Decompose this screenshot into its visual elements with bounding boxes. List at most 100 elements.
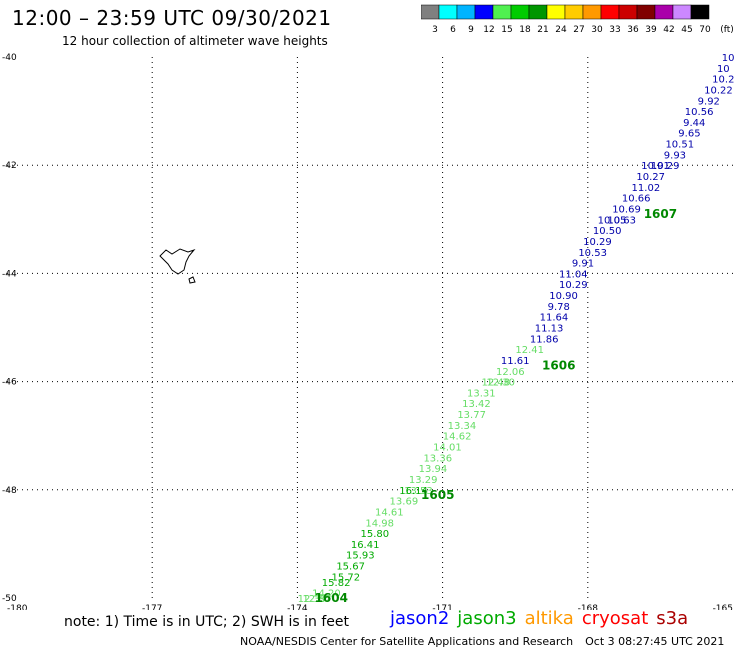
lat-tick-label: -48: [2, 486, 17, 496]
wave-height-value: 10.53: [578, 248, 607, 259]
wave-height-color-legend: 3 6 9 12 15 18 21 24 27 30 33 36 39 42 45 70 (ft): [421, 4, 733, 35]
wave-height-value: 15.67: [336, 562, 365, 573]
lat-tick-label: -46: [2, 378, 17, 388]
wave-height-value: 9.92: [698, 96, 720, 107]
wave-height-value: 10.91: [641, 161, 670, 172]
wave-height-value: 10.51: [665, 140, 694, 151]
lon-tick-label: -174: [287, 604, 308, 610]
wave-height-value: 10: [722, 53, 735, 64]
wave-height-value: 10.69: [612, 204, 641, 215]
wave-height-value: 13.42: [462, 399, 491, 410]
satellite-name: jason2: [390, 608, 450, 629]
wave-height-value: 11.04: [559, 269, 588, 280]
wave-height-value: 13.69: [390, 497, 419, 508]
lon-tick-label: -180: [7, 604, 28, 610]
wave-height-value: 14.61: [375, 507, 404, 518]
legend-unit: (ft): [720, 25, 733, 35]
legend-label: 45: [681, 25, 692, 35]
legend-label: 33: [609, 25, 620, 35]
wave-height-value: 15.93: [346, 551, 375, 562]
wave-height-value: 11.64: [540, 313, 569, 324]
satellite-name: s3a: [656, 608, 689, 629]
legend-label: 27: [573, 25, 584, 35]
lat-tick-label: -40: [2, 53, 17, 63]
wave-height-value: 9.65: [678, 129, 700, 140]
wave-height-value: 11.86: [530, 334, 559, 345]
track-pass-label: 1605: [421, 488, 454, 502]
lon-tick-label: -177: [142, 604, 162, 610]
wave-height-value: 16.14: [399, 486, 428, 497]
lon-tick-label: -165: [713, 604, 733, 610]
track-pass-label: 1604: [315, 591, 348, 605]
lat-tick-label: -50: [2, 594, 17, 604]
wave-height-value: 13.34: [448, 421, 477, 432]
wave-height-value: 10.27: [636, 172, 665, 183]
legend-label: 36: [627, 25, 639, 35]
wave-height-value: 12.30: [486, 378, 515, 389]
wave-height-value: 11.02: [632, 183, 661, 194]
wave-height-value: 15.80: [361, 529, 390, 540]
legend-label: 18: [519, 25, 531, 35]
satellite-name: cryosat: [581, 608, 649, 629]
altimeter-map: -180 -177 -174 -171 -168 -165 -40 -42 -44 -46 -48 -…: [2, 53, 735, 610]
wave-height-value: 13.53: [404, 486, 433, 497]
wave-height-value: 10.56: [685, 107, 714, 118]
wave-height-value: 11.13: [535, 324, 564, 335]
wave-height-value: 10.29: [583, 237, 612, 248]
legend-label: 12: [483, 25, 494, 35]
lat-tick-label: -44: [2, 269, 17, 279]
wave-height-value: 10.29: [559, 280, 588, 291]
page-title: 12:00 – 23:59 UTC 09/30/2021: [12, 6, 332, 30]
legend-label: 15: [501, 25, 512, 35]
wave-height-value: 11.61: [501, 356, 530, 367]
wave-height-value: 15.72: [331, 572, 360, 583]
track-pass-label: 1606: [542, 358, 575, 372]
wave-height-value: 9.91: [572, 259, 594, 270]
lon-tick-label: -171: [432, 604, 452, 610]
wave-height-value: 12.41: [515, 345, 544, 356]
wave-height-value: 14.62: [443, 432, 472, 443]
legend-label: 39: [645, 25, 657, 35]
wave-height-value: 13.31: [467, 388, 496, 399]
wave-height-value: 15.82: [322, 578, 351, 589]
wave-height-value: 10: [717, 64, 730, 75]
islet-outline: [188, 276, 196, 284]
wave-height-value: 13.77: [457, 410, 486, 421]
wave-height-value: 14.98: [365, 518, 394, 529]
credit-line: NOAA/NESDIS Center for Satellite Applica…: [240, 635, 724, 648]
satellite-name: altika: [524, 608, 574, 629]
wave-height-value: 12.39: [298, 594, 327, 605]
legend-label: 24: [555, 25, 567, 35]
wave-height-value: 10.2: [712, 75, 734, 86]
wave-height-value: 14.20: [312, 589, 341, 600]
wave-height-value: 12.06: [496, 367, 525, 378]
legend-label: 9: [468, 25, 474, 35]
wave-height-value: 13.29: [409, 475, 438, 486]
wave-height-value: 12.87: [302, 594, 331, 605]
wave-height-value: 13.94: [419, 464, 448, 475]
credit-text: NOAA/NESDIS Center for Satellite Applica…: [240, 635, 574, 648]
satellite-legend: jason2 jason3 altika cryosat s3a: [390, 608, 696, 629]
legend-label: 70: [699, 25, 711, 35]
wave-height-value: 10.29: [651, 161, 680, 172]
wave-height-value: 12.48: [482, 378, 511, 389]
footer-note: note: 1) Time is in UTC; 2) SWH is in fe…: [64, 614, 350, 630]
wave-height-value: 13.36: [423, 453, 452, 464]
wave-height-value: 16.41: [351, 540, 380, 551]
track-pass-label: 1607: [644, 207, 677, 221]
legend-label: 21: [537, 25, 548, 35]
legend-label: 42: [663, 25, 674, 35]
page-subtitle: 12 hour collection of altimeter wave hei…: [62, 34, 328, 48]
wave-height-value: 9.78: [548, 302, 570, 313]
wave-height-value: 10.05: [598, 215, 627, 226]
wave-height-value: 10.22: [704, 85, 733, 96]
legend-swatch: [690, 4, 710, 20]
legend-label: 30: [591, 25, 603, 35]
wave-height-value: 9.93: [664, 150, 686, 161]
wave-height-value: 10.63: [607, 215, 636, 226]
legend-label: 3: [432, 25, 438, 35]
wave-height-value: 9.44: [683, 118, 705, 129]
wave-height-value: 10.90: [549, 291, 578, 302]
satellite-name: jason3: [457, 608, 517, 629]
wave-height-value: 14.01: [433, 443, 462, 454]
